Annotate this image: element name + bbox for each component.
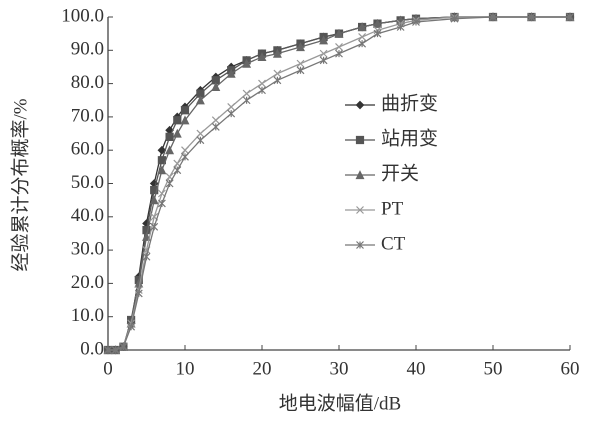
x-tick-label: 20 bbox=[253, 358, 272, 379]
x-axis-label: 地电波幅值/dB bbox=[279, 392, 401, 414]
marker bbox=[258, 86, 266, 95]
marker bbox=[396, 23, 405, 31]
marker bbox=[272, 48, 282, 58]
marker bbox=[157, 145, 167, 155]
marker bbox=[127, 322, 136, 331]
marker bbox=[157, 156, 166, 165]
legend-label: 站用变 bbox=[381, 127, 438, 149]
marker bbox=[211, 122, 220, 131]
x-tick-label: 40 bbox=[407, 358, 426, 379]
marker bbox=[180, 106, 190, 115]
marker bbox=[357, 22, 367, 32]
y-tick-label: 70.0 bbox=[71, 105, 104, 126]
marker bbox=[227, 102, 236, 111]
x-tick-label: 0 bbox=[103, 358, 113, 379]
marker bbox=[257, 52, 267, 62]
marker bbox=[566, 13, 574, 21]
marker bbox=[319, 49, 328, 58]
legend-label: 开关 bbox=[381, 162, 419, 184]
marker bbox=[319, 35, 329, 45]
marker bbox=[296, 66, 305, 75]
marker bbox=[358, 33, 367, 41]
marker bbox=[142, 231, 151, 241]
marker bbox=[149, 195, 159, 205]
marker bbox=[173, 116, 182, 125]
y-tick-label: 90.0 bbox=[71, 39, 104, 60]
marker bbox=[181, 152, 189, 161]
marker bbox=[181, 146, 189, 155]
marker bbox=[296, 59, 305, 68]
legend-marker bbox=[355, 135, 365, 145]
legend-marker bbox=[355, 100, 365, 110]
marker bbox=[134, 289, 143, 298]
line bbox=[108, 16, 570, 351]
marker bbox=[165, 179, 174, 188]
y-tick-label: 50.0 bbox=[71, 172, 104, 193]
marker bbox=[142, 252, 151, 261]
line bbox=[108, 16, 570, 351]
marker bbox=[226, 68, 236, 78]
marker bbox=[119, 342, 128, 351]
marker bbox=[273, 76, 282, 85]
marker bbox=[334, 28, 344, 38]
marker bbox=[412, 18, 420, 26]
y-tick-label: 60.0 bbox=[71, 139, 104, 160]
marker bbox=[196, 129, 205, 138]
marker bbox=[242, 96, 251, 105]
legend-label: CT bbox=[381, 233, 406, 254]
line bbox=[108, 16, 570, 351]
marker bbox=[296, 42, 305, 52]
y-tick-label: 10.0 bbox=[71, 305, 104, 326]
marker bbox=[173, 166, 182, 175]
y-tick-label: 20.0 bbox=[71, 272, 104, 293]
marker bbox=[227, 109, 236, 118]
marker bbox=[157, 165, 167, 175]
axis-frame bbox=[107, 17, 570, 351]
legend-marker bbox=[355, 170, 365, 180]
marker bbox=[165, 132, 174, 141]
x-tick-label: 50 bbox=[484, 358, 503, 379]
y-tick-label: 30.0 bbox=[71, 238, 104, 259]
marker bbox=[373, 18, 382, 28]
line bbox=[108, 16, 570, 351]
marker bbox=[450, 14, 459, 23]
y-tick-label: 100.0 bbox=[61, 5, 104, 26]
marker bbox=[489, 13, 497, 21]
marker bbox=[242, 58, 252, 68]
y-tick-label: 80.0 bbox=[71, 72, 104, 93]
legend-marker bbox=[356, 241, 364, 249]
y-axis-label: 经验累计分布概率/% bbox=[9, 98, 31, 271]
marker bbox=[373, 29, 382, 38]
legend-marker bbox=[356, 206, 364, 214]
marker bbox=[319, 56, 328, 65]
marker bbox=[211, 116, 220, 125]
marker bbox=[335, 49, 343, 58]
marker bbox=[157, 199, 166, 208]
marker bbox=[211, 82, 221, 92]
marker bbox=[165, 145, 175, 155]
marker bbox=[258, 79, 266, 88]
y-tick-label: 40.0 bbox=[71, 205, 104, 226]
marker bbox=[273, 69, 282, 78]
marker bbox=[172, 128, 182, 138]
line bbox=[108, 16, 570, 351]
x-tick-label: 30 bbox=[330, 358, 349, 379]
x-tick-label: 10 bbox=[176, 358, 195, 379]
x-tick-label: 60 bbox=[561, 358, 580, 379]
legend-label: PT bbox=[381, 198, 404, 219]
marker bbox=[196, 136, 205, 145]
marker bbox=[111, 346, 120, 354]
marker bbox=[195, 95, 205, 105]
marker bbox=[242, 89, 251, 98]
y-tick-label: 0.0 bbox=[80, 338, 104, 359]
marker bbox=[150, 222, 159, 231]
marker bbox=[104, 346, 112, 354]
marker bbox=[335, 43, 343, 51]
marker bbox=[180, 115, 190, 125]
legend-label: 曲折变 bbox=[381, 92, 438, 114]
marker bbox=[527, 13, 536, 21]
marker bbox=[358, 39, 367, 48]
